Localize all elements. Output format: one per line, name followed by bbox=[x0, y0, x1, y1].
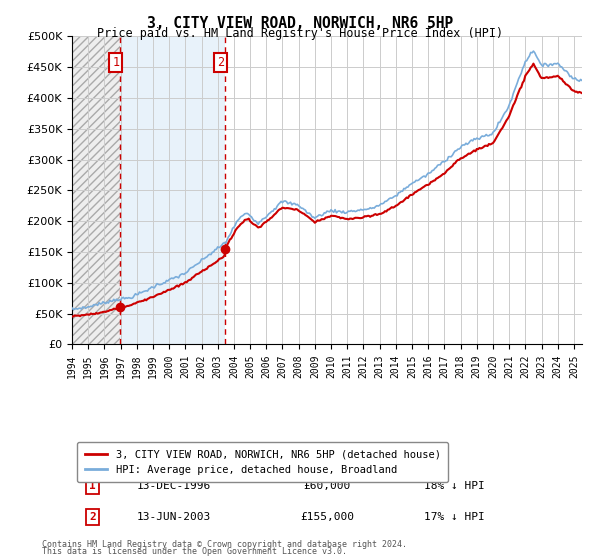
Bar bbox=[120, 36, 225, 344]
Bar bbox=[72, 36, 120, 344]
Text: 2: 2 bbox=[89, 512, 96, 522]
Text: 1: 1 bbox=[112, 56, 119, 69]
Text: Price paid vs. HM Land Registry's House Price Index (HPI): Price paid vs. HM Land Registry's House … bbox=[97, 27, 503, 40]
Text: 17% ↓ HPI: 17% ↓ HPI bbox=[424, 512, 485, 522]
Text: Contains HM Land Registry data © Crown copyright and database right 2024.: Contains HM Land Registry data © Crown c… bbox=[42, 540, 407, 549]
Bar bbox=[72, 36, 120, 344]
Text: £155,000: £155,000 bbox=[300, 512, 354, 522]
Text: 2: 2 bbox=[217, 56, 224, 69]
Text: 13-DEC-1996: 13-DEC-1996 bbox=[137, 481, 211, 491]
Text: 18% ↓ HPI: 18% ↓ HPI bbox=[424, 481, 485, 491]
Text: 3, CITY VIEW ROAD, NORWICH, NR6 5HP: 3, CITY VIEW ROAD, NORWICH, NR6 5HP bbox=[147, 16, 453, 31]
Text: 1: 1 bbox=[89, 481, 96, 491]
Text: This data is licensed under the Open Government Licence v3.0.: This data is licensed under the Open Gov… bbox=[42, 547, 347, 556]
Text: 13-JUN-2003: 13-JUN-2003 bbox=[137, 512, 211, 522]
Text: £60,000: £60,000 bbox=[304, 481, 350, 491]
Legend: 3, CITY VIEW ROAD, NORWICH, NR6 5HP (detached house), HPI: Average price, detach: 3, CITY VIEW ROAD, NORWICH, NR6 5HP (det… bbox=[77, 442, 448, 482]
